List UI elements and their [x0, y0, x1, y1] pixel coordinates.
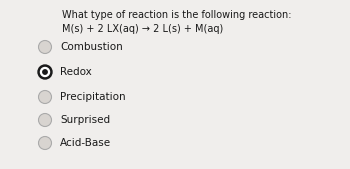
Text: Acid-Base: Acid-Base — [60, 138, 111, 148]
Text: Combustion: Combustion — [60, 42, 123, 52]
Circle shape — [38, 65, 52, 79]
Circle shape — [38, 91, 51, 103]
Text: Redox: Redox — [60, 67, 92, 77]
Text: What type of reaction is the following reaction:: What type of reaction is the following r… — [62, 10, 292, 20]
Circle shape — [41, 67, 49, 77]
Circle shape — [38, 137, 51, 150]
Circle shape — [38, 114, 51, 127]
Circle shape — [43, 70, 47, 74]
Circle shape — [38, 41, 51, 54]
Text: Precipitation: Precipitation — [60, 92, 126, 102]
Text: Surprised: Surprised — [60, 115, 110, 125]
Text: M(s) + 2 LX(aq) → 2 L(s) + M(aq): M(s) + 2 LX(aq) → 2 L(s) + M(aq) — [62, 24, 223, 34]
